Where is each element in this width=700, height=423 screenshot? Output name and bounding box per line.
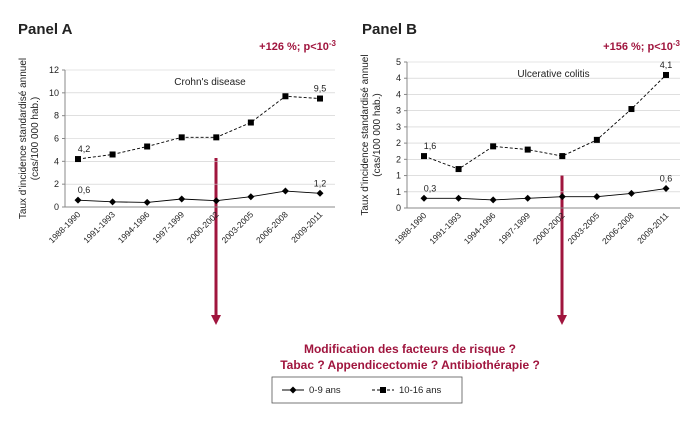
x-tick-label: 2006-2008 — [254, 209, 290, 245]
y-tick-label: 0 — [396, 203, 401, 213]
data-label: 1,2 — [314, 178, 327, 188]
annotation-text: +126 %; p<10 — [259, 41, 329, 53]
y-tick-label: 4 — [396, 89, 401, 99]
y-tick-label: 6 — [54, 134, 59, 144]
legend-box — [271, 376, 463, 404]
legend-marker — [380, 387, 386, 393]
marker — [663, 71, 669, 78]
x-tick-label: 1991-1993 — [81, 209, 117, 245]
line — [424, 188, 667, 201]
x-tick-label: 1994-1996 — [462, 210, 498, 246]
marker — [455, 166, 462, 173]
y-axis-label: Taux d’incidence standardisé annuel — [18, 58, 29, 219]
marker — [524, 194, 532, 202]
data-label: 0,6 — [660, 174, 673, 184]
marker — [627, 189, 635, 197]
line — [77, 95, 321, 160]
marker — [178, 134, 185, 141]
marker — [144, 143, 151, 150]
y-tick-label: 3 — [396, 122, 401, 132]
line — [77, 190, 321, 203]
marker — [74, 196, 82, 204]
y-tick-label: 3 — [396, 106, 401, 116]
y-tick-label: 2 — [54, 179, 59, 189]
x-tick-label: 1988-1990 — [47, 209, 83, 245]
marker — [593, 136, 600, 143]
y-tick-label: 1 — [396, 187, 401, 197]
marker — [662, 185, 670, 193]
marker — [282, 93, 289, 100]
y-axis-label: Taux d’incidence standardisé annuel — [360, 54, 371, 215]
marker — [317, 95, 323, 102]
footer-line: Tabac ? Appendicectomie ? Antibiothérapi… — [280, 358, 540, 372]
x-tick-label: 1994-1996 — [116, 209, 152, 245]
y-tick-label: 12 — [49, 65, 59, 75]
y-tick-label: 1 — [396, 171, 401, 181]
annotation: +126 %; p<10-3 — [259, 39, 336, 53]
marker — [420, 194, 428, 202]
line — [423, 74, 667, 170]
data-label: 0,3 — [424, 183, 437, 193]
y-axis-label: (cas/100 000 hab.) — [372, 93, 383, 176]
x-tick-label: 2006-2008 — [600, 210, 636, 246]
panel-title: Panel A — [18, 21, 73, 38]
marker — [75, 156, 81, 163]
marker — [421, 153, 427, 160]
x-tick-label: 1997-1999 — [150, 209, 186, 245]
data-label: 4,2 — [78, 144, 91, 154]
x-tick-label: 2009-2011 — [289, 209, 325, 245]
annotation-sup: -3 — [329, 39, 337, 48]
marker — [178, 195, 186, 203]
legend-label: 10-16 ans — [399, 385, 442, 396]
y-tick-label: 2 — [396, 154, 401, 164]
marker — [524, 146, 531, 153]
y-tick-label: 4 — [396, 73, 401, 83]
y-tick-label: 5 — [396, 57, 401, 67]
x-tick-label: 1988-1990 — [393, 210, 429, 246]
marker — [455, 194, 463, 202]
marker — [559, 153, 566, 160]
footer-line: Modification des facteurs de risque ? — [304, 342, 516, 356]
panel-title: Panel B — [362, 21, 417, 38]
x-tick-label: 2009-2011 — [635, 210, 671, 246]
x-tick-label: 1991-1993 — [427, 210, 463, 246]
marker — [628, 106, 635, 113]
y-tick-label: 0 — [54, 202, 59, 212]
marker — [247, 119, 254, 126]
x-tick-label: 2003-2005 — [565, 210, 601, 246]
subtitle: Ulcerative colitis — [517, 69, 589, 80]
annotation-text: +156 %; p<10 — [603, 41, 673, 53]
marker — [316, 189, 324, 197]
marker — [558, 193, 566, 201]
marker — [213, 134, 220, 141]
legend-marker — [289, 386, 297, 394]
y-tick-label: 2 — [396, 138, 401, 148]
y-tick-label: 8 — [54, 111, 59, 121]
annotation-sup: -3 — [673, 39, 681, 48]
subtitle: Crohn's disease — [174, 77, 246, 88]
y-tick-label: 4 — [54, 156, 59, 166]
marker — [143, 198, 151, 206]
y-tick-label: 10 — [49, 88, 59, 98]
marker — [247, 193, 255, 201]
data-label: 4,1 — [660, 60, 673, 70]
data-label: 9,5 — [314, 84, 327, 94]
data-label: 0,6 — [78, 185, 91, 195]
x-tick-label: 2003-2005 — [219, 209, 255, 245]
legend-label: 0-9 ans — [309, 385, 341, 396]
data-label: 1,6 — [424, 141, 437, 151]
marker — [281, 187, 289, 195]
marker — [593, 193, 601, 201]
marker — [489, 196, 497, 204]
annotation: +156 %; p<10-3 — [603, 39, 680, 53]
x-tick-label: 1997-1999 — [496, 210, 532, 246]
marker — [109, 151, 116, 158]
marker — [490, 143, 497, 150]
marker — [109, 198, 117, 206]
y-axis-label: (cas/100 000 hab.) — [30, 97, 41, 180]
marker — [212, 197, 220, 205]
